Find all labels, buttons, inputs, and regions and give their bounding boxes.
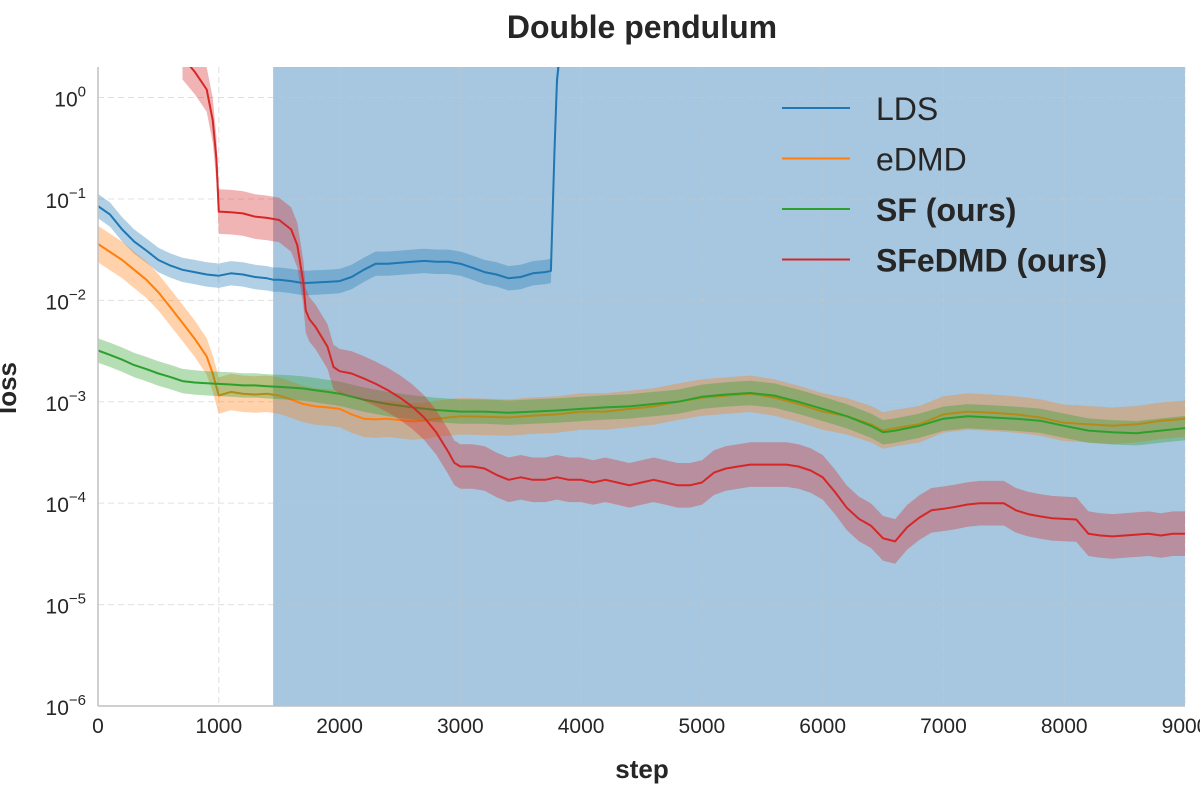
y-tick-label: 10−6 bbox=[46, 692, 86, 720]
legend-label-0: LDS bbox=[876, 91, 938, 127]
y-axis-label: loss bbox=[0, 362, 22, 414]
y-tick-base: 10 bbox=[54, 89, 77, 112]
y-tick-exponent: −1 bbox=[69, 185, 86, 202]
series-group bbox=[98, 67, 1185, 564]
x-tick-label: 8000 bbox=[1041, 715, 1088, 738]
x-tick-label: 3000 bbox=[437, 715, 484, 738]
y-tick-label: 10−1 bbox=[46, 185, 86, 213]
series-band-2 bbox=[98, 338, 1185, 446]
legend: LDS eDMD SF (ours) SFeDMD (ours) bbox=[782, 91, 1107, 279]
y-tick-base: 10 bbox=[46, 494, 69, 517]
x-tick-label: 4000 bbox=[558, 715, 605, 738]
y-tick-base: 10 bbox=[46, 697, 69, 720]
x-tick-label: 7000 bbox=[920, 715, 967, 738]
legend-label-2: SF (ours) bbox=[876, 192, 1016, 228]
y-tick-label: 10−2 bbox=[46, 286, 86, 314]
series-line-0 bbox=[98, 67, 560, 285]
legend-label-1: eDMD bbox=[876, 142, 967, 178]
legend-label-3: SFeDMD (ours) bbox=[876, 243, 1107, 279]
y-tick-base: 10 bbox=[46, 393, 69, 416]
y-tick-base: 10 bbox=[46, 596, 69, 619]
y-tick-exponent: −3 bbox=[69, 388, 86, 405]
y-tick-exponent: −4 bbox=[69, 489, 86, 506]
y-tick-base: 10 bbox=[46, 190, 69, 213]
x-tick-label: 5000 bbox=[679, 715, 726, 738]
y-tick-label: 100 bbox=[54, 84, 86, 112]
x-tick-label: 1000 bbox=[195, 715, 242, 738]
series-band-1 bbox=[98, 225, 1185, 449]
y-tick-base: 10 bbox=[46, 291, 69, 314]
y-tick-exponent: −2 bbox=[69, 286, 86, 303]
series-band-3 bbox=[182, 67, 1185, 564]
x-tick-label: 2000 bbox=[316, 715, 363, 738]
y-tick-label: 10−5 bbox=[46, 591, 86, 619]
x-axis-label: step bbox=[615, 754, 668, 784]
shaded-region bbox=[273, 67, 1185, 706]
x-tick-label: 0 bbox=[92, 715, 104, 738]
y-tick-exponent: −5 bbox=[69, 591, 86, 608]
chart-title: Double pendulum bbox=[507, 9, 777, 45]
x-tick-label: 9000 bbox=[1162, 715, 1200, 738]
series-line-3 bbox=[189, 67, 1185, 543]
y-tick-exponent: 0 bbox=[78, 84, 86, 101]
y-tick-exponent: −6 bbox=[69, 692, 86, 709]
x-tick-label: 6000 bbox=[799, 715, 846, 738]
y-tick-label: 10−4 bbox=[46, 489, 86, 517]
plot-area: 0100020003000400050006000700080009000100… bbox=[46, 67, 1200, 738]
series-band-0 bbox=[98, 67, 560, 296]
series-line-2 bbox=[98, 349, 1185, 435]
y-tick-label: 10−3 bbox=[46, 388, 86, 416]
